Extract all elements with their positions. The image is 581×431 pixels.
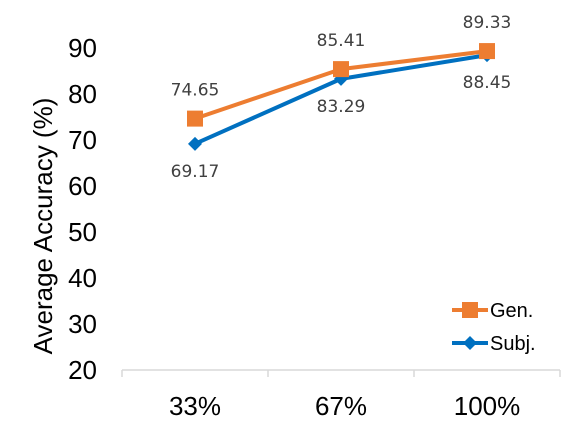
data-point-gen <box>333 61 349 78</box>
x-tick-label: 67% <box>315 391 367 421</box>
legend: Gen. Subj. <box>452 300 536 355</box>
data-label: 85.41 <box>317 31 366 51</box>
y-tick-label: 80 <box>68 79 97 109</box>
series-layer <box>187 43 495 151</box>
y-tick-label: 60 <box>68 171 97 201</box>
data-label: 69.17 <box>171 162 220 182</box>
legend-label-subj: Subj. <box>490 333 536 355</box>
data-label: 83.29 <box>317 97 366 117</box>
y-tick-label: 20 <box>68 355 97 385</box>
data-labels: 74.65 85.41 89.33 69.17 83.29 88.45 <box>171 13 512 182</box>
y-tick-label: 30 <box>68 309 97 339</box>
y-tick-label: 90 <box>68 33 97 63</box>
axes: 20 30 40 50 60 70 80 90 33% 67% 100% <box>68 33 561 421</box>
y-tick-label: 40 <box>68 263 97 293</box>
y-axis-title: Average Accuracy (%) <box>28 98 58 355</box>
legend-marker-subj <box>463 336 477 350</box>
x-tick-label: 33% <box>169 391 221 421</box>
data-point-subj <box>188 136 202 151</box>
data-label: 88.45 <box>463 73 512 93</box>
y-tick-label: 50 <box>68 217 97 247</box>
legend-marker-gen <box>462 302 478 318</box>
y-tick-label: 70 <box>68 125 97 155</box>
data-point-gen <box>479 43 495 60</box>
data-label: 74.65 <box>171 81 220 101</box>
data-label: 89.33 <box>463 13 512 33</box>
legend-label-gen: Gen. <box>490 300 533 322</box>
x-tick-label: 100% <box>454 391 521 421</box>
data-point-gen <box>187 110 203 127</box>
